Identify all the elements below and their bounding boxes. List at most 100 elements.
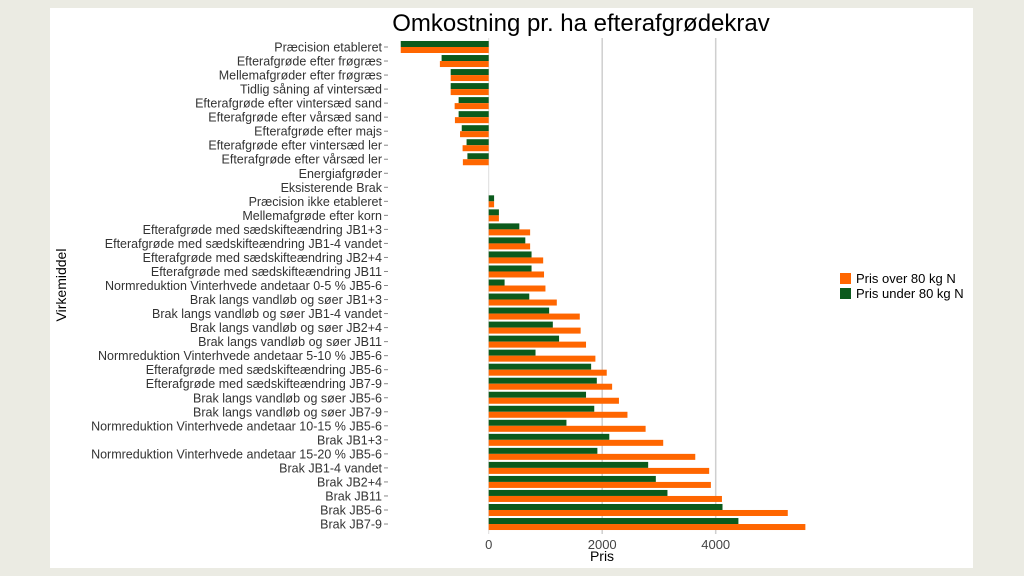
y-tick-label: Eksisterende Brak bbox=[281, 181, 383, 195]
y-tick-label: Brak JB5-6 bbox=[320, 503, 382, 517]
bar-over-80kg bbox=[488, 481, 711, 488]
y-tick-label: Normreduktion Vinterhvede andetaar 15-20… bbox=[91, 447, 382, 461]
bar-under-80kg bbox=[488, 363, 592, 370]
bar-under-80kg bbox=[461, 125, 489, 132]
y-tick-label: Brak langs vandløb og søer JB5-6 bbox=[193, 391, 382, 405]
y-tick-label: Efterafgrøde efter vårsæd sand bbox=[208, 111, 382, 125]
bar-under-80kg bbox=[458, 111, 489, 118]
bar-over-80kg bbox=[488, 285, 546, 292]
bar-over-80kg bbox=[488, 467, 710, 474]
bar-over-80kg bbox=[488, 299, 557, 306]
bar-under-80kg bbox=[488, 237, 526, 244]
y-tick-label: Brak JB1+3 bbox=[317, 433, 382, 447]
bar-under-80kg bbox=[488, 391, 587, 398]
bar-under-80kg bbox=[400, 41, 489, 47]
bar-over-80kg bbox=[488, 495, 722, 502]
x-tick-label: 4000 bbox=[701, 537, 730, 552]
y-tick-label: Efterafgrøde med sædskifteændring JB5-6 bbox=[146, 363, 382, 377]
bar-under-80kg bbox=[488, 265, 532, 272]
bar-over-80kg bbox=[488, 355, 596, 362]
bar-under-80kg bbox=[488, 223, 520, 230]
bar-under-80kg bbox=[466, 139, 489, 146]
bar-under-80kg bbox=[488, 349, 536, 356]
bar-over-80kg bbox=[460, 131, 489, 138]
bar-over-80kg bbox=[454, 117, 489, 124]
y-tick-label: Brak JB2+4 bbox=[317, 475, 382, 489]
y-tick-label: Præcision ikke etableret bbox=[249, 195, 383, 209]
y-tick-label: Brak JB7-9 bbox=[320, 518, 382, 532]
bar-under-80kg bbox=[450, 69, 489, 76]
bar-under-80kg bbox=[488, 293, 530, 300]
bar-under-80kg bbox=[488, 251, 532, 258]
y-tick-label: Efterafgrøde med sædskifteændring JB11 bbox=[151, 265, 382, 279]
y-tick-label: Tidlig såning af vintersæd bbox=[240, 83, 382, 97]
legend-label-over: Pris over 80 kg N bbox=[856, 271, 956, 286]
bar-under-80kg bbox=[488, 209, 499, 216]
y-tick-label: Brak langs vandløb og søer JB11 bbox=[198, 335, 382, 349]
bar-under-80kg bbox=[488, 195, 495, 202]
bar-over-80kg bbox=[488, 439, 664, 446]
bar-under-80kg bbox=[458, 97, 489, 104]
bar-over-80kg bbox=[454, 103, 489, 110]
bar-over-80kg bbox=[488, 341, 587, 348]
bar-over-80kg bbox=[400, 47, 489, 53]
y-tick-label: Efterafgrøde med sædskifteændring JB1+3 bbox=[143, 223, 382, 237]
legend-label-under: Pris under 80 kg N bbox=[856, 286, 964, 301]
y-tick-label: Normreduktion Vinterhvede andetaar 0-5 %… bbox=[105, 279, 382, 293]
bar-over-80kg bbox=[450, 89, 489, 96]
y-tick-label: Efterafgrøde efter frøgræs bbox=[237, 55, 382, 69]
bar-under-80kg bbox=[488, 419, 567, 426]
bar-over-80kg bbox=[488, 201, 495, 208]
bar-over-80kg bbox=[439, 61, 489, 68]
bar-over-80kg bbox=[488, 271, 545, 278]
bar-over-80kg bbox=[462, 159, 489, 166]
bar-under-80kg bbox=[488, 433, 610, 440]
legend-swatch-over bbox=[840, 273, 851, 284]
bar-over-80kg bbox=[462, 145, 489, 152]
legend-swatch-under bbox=[840, 288, 851, 299]
y-tick-label: Normreduktion Vinterhvede andetaar 5-10 … bbox=[98, 349, 382, 363]
bar-over-80kg bbox=[488, 411, 628, 418]
y-tick-label: Præcision etableret bbox=[274, 41, 382, 55]
y-tick-label: Brak JB1-4 vandet bbox=[279, 461, 382, 475]
y-tick-label: Efterafgrøde efter vårsæd ler bbox=[222, 153, 382, 167]
y-axis-label: Virkemiddel bbox=[53, 249, 69, 322]
y-tick-label: Efterafgrøde med sædskifteændring JB1-4 … bbox=[105, 237, 383, 251]
y-tick-label: Brak langs vandløb og søer JB1+3 bbox=[190, 293, 382, 307]
bar-under-80kg bbox=[488, 321, 553, 328]
y-tick-label: Mellemafgrøde efter korn bbox=[242, 209, 382, 223]
y-tick-label: Energiafgrøder bbox=[299, 167, 382, 181]
legend: Pris over 80 kg N Pris under 80 kg N bbox=[840, 271, 964, 301]
bar-under-80kg bbox=[488, 447, 598, 454]
bar-over-80kg bbox=[488, 327, 581, 334]
bar-over-80kg bbox=[488, 509, 788, 516]
y-tick-label: Efterafgrøde efter vintersæd ler bbox=[208, 139, 382, 153]
bar-under-80kg bbox=[488, 405, 595, 412]
bar-over-80kg bbox=[488, 313, 580, 320]
bar-under-80kg bbox=[488, 335, 560, 342]
bar-under-80kg bbox=[488, 461, 649, 468]
bar-under-80kg bbox=[450, 83, 489, 90]
bar-over-80kg bbox=[450, 75, 489, 82]
x-axis-label: Pris bbox=[590, 548, 614, 564]
x-tick-label: 2000 bbox=[588, 537, 617, 552]
bar-under-80kg bbox=[441, 55, 489, 62]
bar-under-80kg bbox=[488, 518, 739, 525]
y-tick-label: Efterafgrøde med sædskifteændring JB2+4 bbox=[143, 251, 382, 265]
bar-over-80kg bbox=[488, 524, 806, 531]
bar-under-80kg bbox=[488, 503, 723, 510]
y-tick-label: Normreduktion Vinterhvede andetaar 10-15… bbox=[91, 419, 382, 433]
chart-title: Omkostning pr. ha efterafgrødekrav bbox=[392, 10, 770, 37]
bar-over-80kg bbox=[488, 215, 499, 222]
bar-over-80kg bbox=[488, 425, 646, 432]
bar-over-80kg bbox=[488, 229, 531, 236]
y-tick-label: Mellemafgrøder efter frøgræs bbox=[219, 69, 382, 83]
bar-over-80kg bbox=[488, 397, 619, 404]
bar-under-80kg bbox=[488, 475, 656, 482]
y-tick-label: Efterafgrøde med sædskifteændring JB7-9 bbox=[146, 377, 382, 391]
y-tick-label: Brak langs vandløb og søer JB1-4 vandet bbox=[152, 307, 383, 321]
y-tick-label: Efterafgrøde efter vintersæd sand bbox=[195, 97, 382, 111]
bar-over-80kg bbox=[488, 369, 607, 376]
y-tick-label: Brak langs vandløb og søer JB7-9 bbox=[193, 405, 382, 419]
bar-over-80kg bbox=[488, 453, 696, 460]
